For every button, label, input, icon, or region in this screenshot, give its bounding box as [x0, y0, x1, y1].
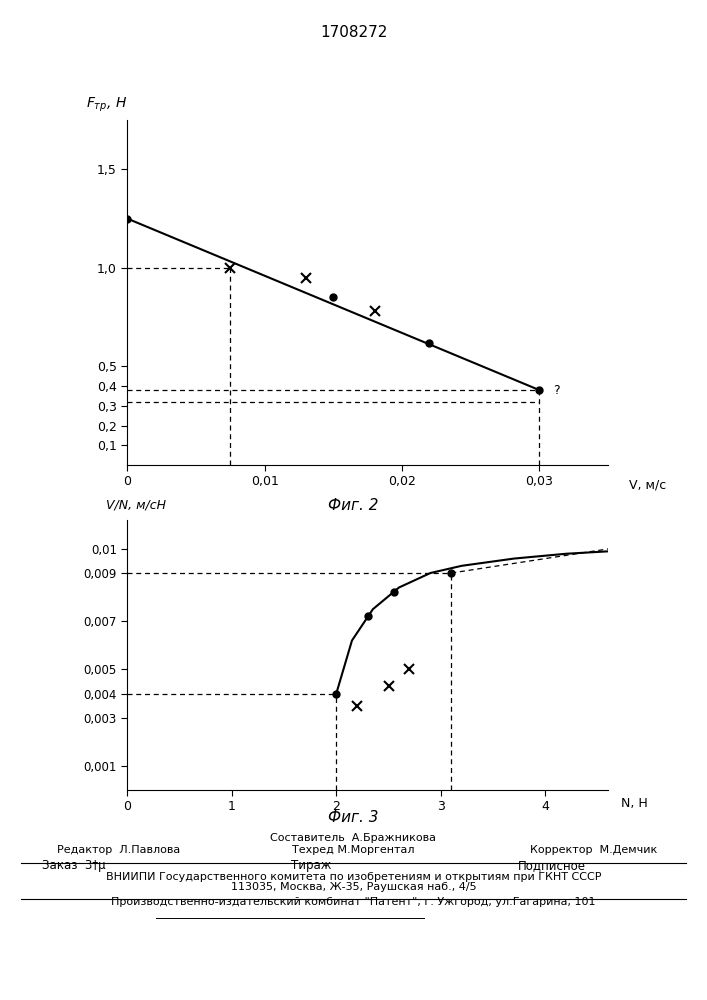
- Text: Техред М.Моргентал: Техред М.Моргентал: [292, 845, 415, 855]
- Text: Подписное: Подписное: [518, 859, 585, 872]
- Text: V, м/с: V, м/с: [629, 479, 666, 492]
- Text: ВНИИПИ Государственного комитета по изобретениям и открытиям при ГКНТ СССР: ВНИИПИ Государственного комитета по изоб…: [106, 872, 601, 882]
- Text: Фиг. 2: Фиг. 2: [328, 498, 379, 513]
- Text: V/N, м/сН: V/N, м/сН: [106, 499, 166, 512]
- Text: Заказ  3†µ: Заказ 3†µ: [42, 859, 106, 872]
- Text: Тираж: Тираж: [291, 859, 332, 872]
- Text: ?: ?: [553, 384, 560, 397]
- Text: 1708272: 1708272: [320, 25, 387, 40]
- Text: 113035, Москва, Ж-35, Раушская наб., 4/5: 113035, Москва, Ж-35, Раушская наб., 4/5: [230, 882, 477, 892]
- Text: Редактор  Л.Павлова: Редактор Л.Павлова: [57, 845, 180, 855]
- Text: N, Н: N, Н: [621, 797, 648, 810]
- Text: $F_{тр}$, Н: $F_{тр}$, Н: [86, 96, 127, 114]
- Text: Составитель  А.Бражникова: Составитель А.Бражникова: [271, 833, 436, 843]
- Text: Корректор  М.Демчик: Корректор М.Демчик: [530, 845, 658, 855]
- Text: Производственно-издательский комбинат "Патент", г. Ужгород, ул.Гагарина, 101: Производственно-издательский комбинат "П…: [111, 897, 596, 907]
- Text: Фиг. 3: Фиг. 3: [328, 810, 379, 825]
